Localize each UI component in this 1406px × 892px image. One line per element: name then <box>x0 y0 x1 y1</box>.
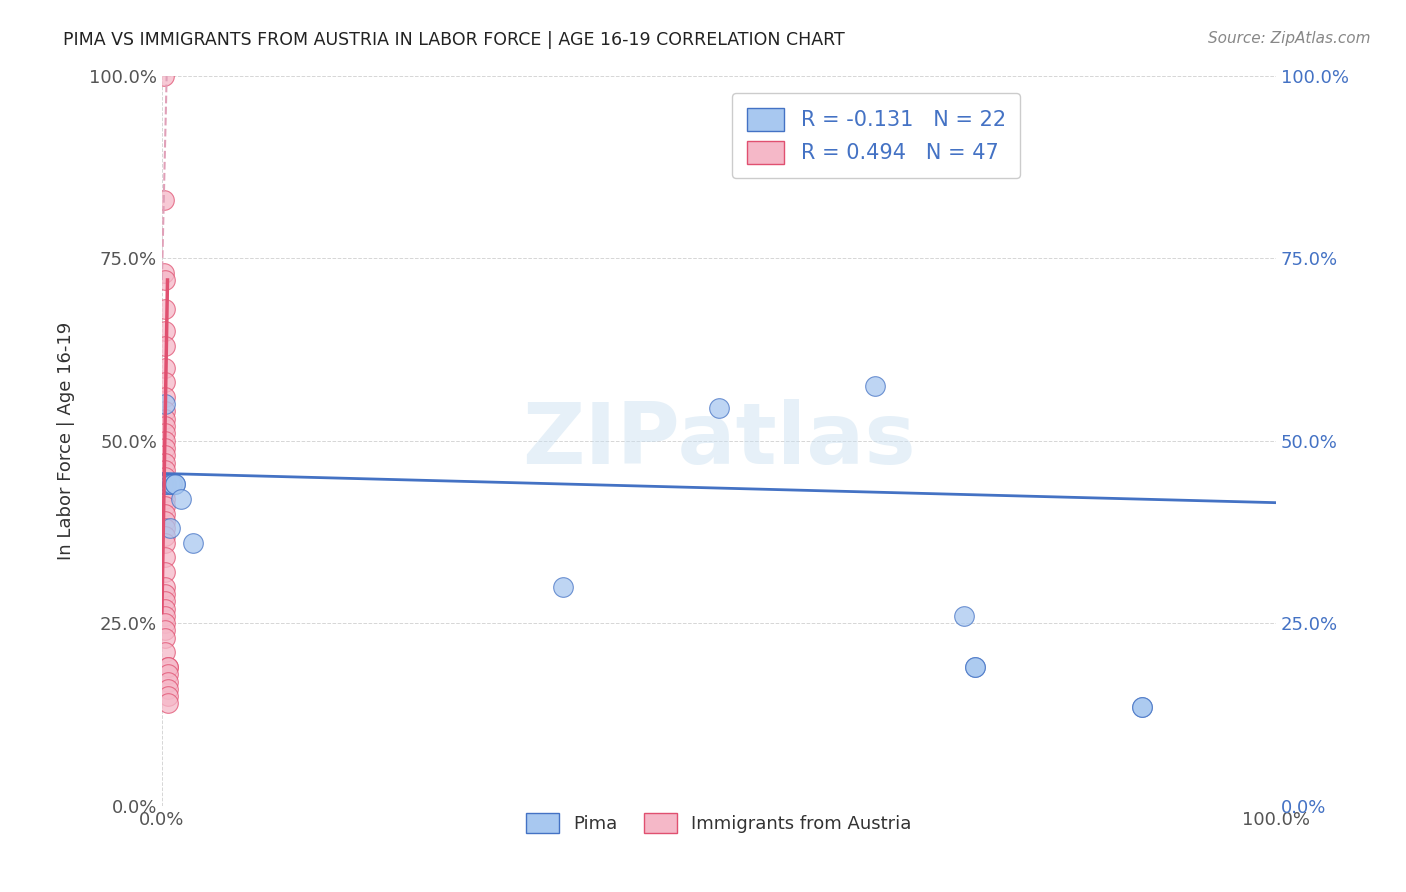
Point <box>155 550 177 565</box>
Point <box>155 426 177 441</box>
Point <box>707 401 730 415</box>
Point <box>155 456 177 470</box>
Point <box>155 645 177 659</box>
Point <box>152 477 174 491</box>
Text: Source: ZipAtlas.com: Source: ZipAtlas.com <box>1208 31 1371 46</box>
Point <box>155 507 177 521</box>
Point <box>152 477 174 491</box>
Point <box>156 667 179 681</box>
Point <box>155 514 177 528</box>
Point <box>155 419 177 434</box>
Point <box>965 660 987 674</box>
Point <box>156 674 179 689</box>
Point <box>159 477 181 491</box>
Point <box>153 266 176 280</box>
Point <box>155 587 177 601</box>
Point <box>155 463 177 477</box>
Point <box>181 536 204 550</box>
Point <box>155 411 177 425</box>
Point <box>155 536 177 550</box>
Point <box>155 470 177 484</box>
Point <box>551 580 574 594</box>
Point <box>155 339 177 353</box>
Point <box>155 477 177 491</box>
Point <box>155 390 177 404</box>
Point <box>156 697 179 711</box>
Point <box>165 477 187 491</box>
Point <box>155 448 177 462</box>
Point <box>155 324 177 338</box>
Point <box>159 521 181 535</box>
Point <box>1130 700 1153 714</box>
Point <box>953 608 976 623</box>
Point <box>155 484 177 499</box>
Point <box>170 491 193 506</box>
Point <box>152 477 174 491</box>
Point <box>155 608 177 623</box>
Point <box>155 594 177 608</box>
Point <box>155 360 177 375</box>
Point <box>153 193 176 207</box>
Point <box>153 69 176 83</box>
Point <box>155 477 177 491</box>
Point <box>155 624 177 638</box>
Point <box>155 500 177 514</box>
Point <box>165 477 187 491</box>
Point <box>156 660 179 674</box>
Point <box>155 521 177 535</box>
Legend: Pima, Immigrants from Austria: Pima, Immigrants from Austria <box>516 803 922 844</box>
Y-axis label: In Labor Force | Age 16-19: In Labor Force | Age 16-19 <box>58 321 75 560</box>
Text: PIMA VS IMMIGRANTS FROM AUSTRIA IN LABOR FORCE | AGE 16-19 CORRELATION CHART: PIMA VS IMMIGRANTS FROM AUSTRIA IN LABOR… <box>63 31 845 49</box>
Point <box>155 302 177 317</box>
Point <box>155 491 177 506</box>
Point <box>155 434 177 448</box>
Point <box>965 660 987 674</box>
Point <box>155 273 177 287</box>
Point <box>1130 700 1153 714</box>
Point <box>155 404 177 418</box>
Point <box>160 477 183 491</box>
Point <box>155 441 177 455</box>
Point <box>156 660 179 674</box>
Point <box>155 477 177 491</box>
Point <box>155 397 177 411</box>
Point <box>160 477 183 491</box>
Point <box>155 580 177 594</box>
Point <box>156 681 179 696</box>
Point <box>155 375 177 389</box>
Point <box>155 528 177 542</box>
Point <box>156 689 179 703</box>
Point <box>155 565 177 579</box>
Point <box>863 379 886 393</box>
Point <box>155 631 177 645</box>
Text: ZIPatlas: ZIPatlas <box>522 399 915 482</box>
Point <box>155 601 177 615</box>
Point <box>155 616 177 631</box>
